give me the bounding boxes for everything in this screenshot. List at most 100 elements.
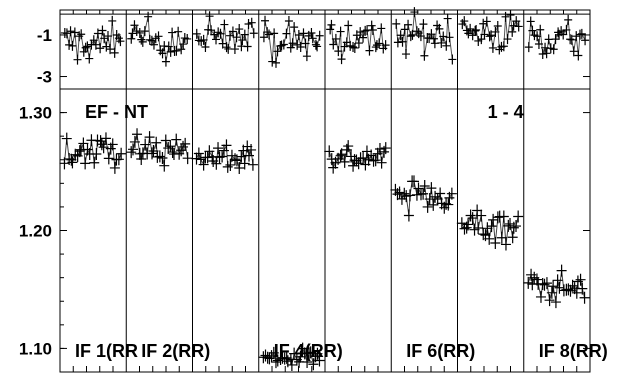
- main-point: [351, 154, 362, 167]
- main-point: [221, 139, 232, 152]
- top-point: [542, 48, 551, 59]
- top-point: [288, 38, 297, 49]
- chart-text: -1 -3 1.30 1.20 1.10 IF 1(RR IF 2(RR) IF 4(RR) I…: [19, 26, 608, 361]
- top-point: [464, 28, 473, 39]
- main-point: [80, 157, 91, 170]
- top-point: [392, 18, 401, 29]
- top-point: [259, 32, 268, 43]
- top-point: [406, 31, 415, 42]
- main-point: [182, 152, 193, 165]
- main-point: [66, 153, 77, 166]
- top-point: [103, 31, 112, 42]
- main-point: [435, 187, 446, 200]
- main-point: [239, 157, 250, 170]
- top-point: [83, 41, 92, 52]
- top-point: [75, 31, 84, 42]
- top-point: [410, 7, 419, 18]
- main-point: [270, 356, 281, 369]
- top-point: [128, 28, 137, 39]
- top-point: [243, 41, 252, 52]
- main-point: [225, 158, 236, 171]
- top-point: [331, 33, 340, 44]
- main-point: [286, 358, 297, 371]
- top-point: [212, 34, 221, 45]
- top-series-line: [196, 16, 255, 51]
- top-point: [329, 39, 338, 50]
- main-point: [246, 143, 257, 156]
- top-point: [508, 26, 517, 37]
- top-point: [326, 24, 335, 35]
- top-point: [301, 38, 310, 49]
- main-point: [539, 278, 550, 291]
- top-point: [416, 31, 425, 42]
- top-point: [222, 42, 231, 53]
- top-point: [435, 23, 444, 34]
- main-point: [541, 277, 552, 290]
- top-point: [127, 33, 136, 44]
- top-point: [377, 23, 386, 34]
- main-point: [160, 134, 171, 147]
- top-point: [499, 41, 508, 52]
- main-point: [74, 145, 85, 158]
- main-point: [476, 209, 487, 222]
- top-point: [524, 42, 533, 53]
- panel-label: IF 4(RR): [274, 341, 343, 361]
- top-point: [398, 36, 407, 47]
- top-point: [482, 16, 491, 27]
- main-point: [413, 182, 424, 195]
- main-point: [140, 138, 151, 151]
- top-point: [506, 10, 515, 21]
- main-point: [358, 152, 369, 165]
- main-point: [339, 155, 350, 168]
- main-series-line: [461, 210, 519, 245]
- top-point: [485, 31, 494, 42]
- top-point: [544, 34, 553, 45]
- top-point: [528, 25, 537, 36]
- top-point: [567, 34, 576, 45]
- top-point: [79, 46, 88, 57]
- series-6: [390, 7, 457, 222]
- top-point: [263, 27, 272, 38]
- main-point: [508, 221, 519, 234]
- main-ytick-tick-label: 1.20: [19, 222, 52, 241]
- main-point: [191, 152, 202, 165]
- main-point: [211, 157, 222, 170]
- top-point: [293, 39, 302, 50]
- main-point: [500, 238, 511, 251]
- main-point: [529, 271, 540, 284]
- top-point: [404, 19, 413, 30]
- top-point: [359, 32, 368, 43]
- top-point: [271, 57, 280, 68]
- top-point: [70, 27, 79, 38]
- main-point: [473, 222, 484, 235]
- top-point: [249, 28, 258, 39]
- top-point: [66, 26, 75, 37]
- main-point: [218, 144, 229, 157]
- series-3: [191, 11, 258, 174]
- main-point: [496, 231, 507, 244]
- top-point: [183, 33, 192, 44]
- main-point: [151, 136, 162, 149]
- top-point: [296, 42, 305, 53]
- top-series-line: [64, 20, 121, 60]
- top-point: [286, 42, 295, 53]
- series-8: [523, 14, 590, 309]
- top-point: [216, 28, 225, 39]
- main-point: [404, 189, 415, 202]
- top-point: [412, 26, 421, 37]
- main-point: [129, 135, 140, 148]
- top-point: [85, 53, 94, 64]
- top-point: [149, 39, 158, 50]
- top-point: [569, 46, 578, 57]
- top-point: [110, 47, 119, 58]
- top-point: [158, 48, 167, 59]
- main-point: [144, 131, 155, 144]
- top-point: [168, 27, 177, 38]
- main-point: [567, 279, 578, 292]
- main-point: [103, 152, 114, 165]
- top-point: [466, 23, 475, 34]
- main-point: [72, 149, 83, 162]
- series-1: [59, 15, 127, 174]
- main-point: [472, 204, 483, 217]
- main-point: [554, 281, 565, 294]
